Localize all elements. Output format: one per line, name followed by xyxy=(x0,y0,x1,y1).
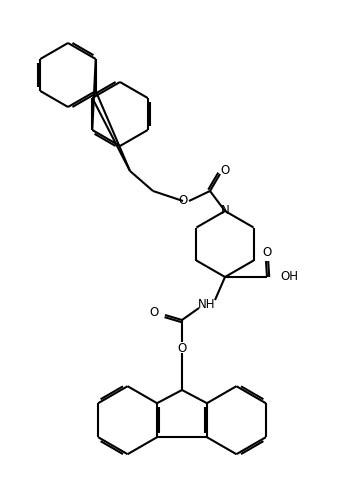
Text: O: O xyxy=(220,165,229,178)
Text: O: O xyxy=(149,306,159,318)
Text: NH: NH xyxy=(198,299,216,311)
Text: N: N xyxy=(221,204,229,218)
Text: O: O xyxy=(177,343,187,356)
Text: O: O xyxy=(179,194,188,207)
Text: OH: OH xyxy=(280,270,298,284)
Text: O: O xyxy=(262,247,272,259)
